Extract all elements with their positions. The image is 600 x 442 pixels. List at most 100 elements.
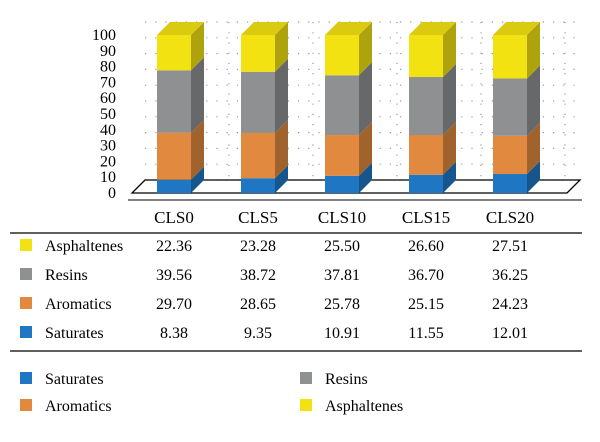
bar-resins-cls0	[157, 57, 204, 133]
bar-saturates-cls5	[241, 165, 288, 193]
bar-front	[409, 135, 443, 175]
bar-front	[241, 178, 275, 193]
legend-swatch-asphaltenes	[300, 399, 312, 411]
bar-front	[241, 132, 275, 179]
bar-top-cls15	[409, 22, 456, 35]
table-cell-asphaltenes-cls20: 27.51	[492, 238, 528, 255]
table-cell-saturates-cls20: 12.01	[492, 325, 528, 342]
bar-resins-cls15	[409, 64, 456, 136]
category-label-cls20: CLS20	[486, 208, 534, 227]
bar-side	[191, 22, 204, 71]
table-cell-aromatics-cls5: 28.65	[240, 296, 276, 313]
legend-swatch-aromatics	[20, 399, 32, 411]
y-tick-label-20: 20	[100, 153, 116, 170]
table-swatch-asphaltenes	[20, 239, 32, 251]
bar-side	[275, 165, 288, 193]
bar-side	[359, 62, 372, 136]
bar-side	[359, 22, 372, 76]
bar-front	[157, 179, 191, 193]
table-cell-asphaltenes-cls0: 22.36	[156, 238, 192, 255]
category-label-cls10: CLS10	[318, 208, 366, 227]
bar-side	[275, 119, 288, 179]
table-cell-saturates-cls5: 9.35	[244, 325, 272, 342]
category-label-cls15: CLS15	[402, 208, 450, 227]
bar-asphaltenes-cls5	[241, 22, 288, 72]
legend-label-saturates: Saturates	[45, 371, 104, 388]
table-row-label-saturates: Saturates	[45, 325, 104, 342]
bar-aromatics-cls0	[157, 119, 204, 180]
y-tick-label-80: 80	[100, 59, 116, 76]
table-cell-resins-cls20: 36.25	[492, 267, 528, 284]
bar-side	[527, 161, 540, 193]
table-cell-asphaltenes-cls5: 23.28	[240, 238, 276, 255]
bar-side	[359, 162, 372, 193]
table-swatch-resins	[20, 268, 32, 280]
bar-saturates-cls0	[157, 166, 204, 193]
bar-side	[191, 166, 204, 193]
table-swatch-aromatics	[20, 297, 32, 309]
bar-top-cls10	[325, 22, 372, 35]
bar-side	[443, 122, 456, 175]
bar-front	[409, 35, 443, 78]
bar-side	[443, 22, 456, 78]
bar-side	[527, 122, 540, 175]
bar-top-cls20	[493, 22, 540, 35]
table-cell-saturates-cls10: 10.91	[324, 325, 360, 342]
bar-side	[527, 22, 540, 79]
bar-side	[527, 65, 540, 136]
bar-resins-cls20	[493, 65, 540, 136]
bar-front	[409, 174, 443, 193]
data-table: CLS0 CLS5 CLS10 CLS15 CLS20 Asphaltenes 22.36 2…	[10, 199, 582, 352]
bar-resins-cls10	[325, 62, 372, 136]
bar-asphaltenes-cls20	[493, 22, 540, 79]
bar-side	[275, 58, 288, 133]
bar-aromatics-cls5	[241, 119, 288, 179]
bar-top-cls5	[241, 22, 288, 35]
bar-front	[325, 35, 359, 76]
bar-aromatics-cls15	[409, 122, 456, 175]
y-tick-label-10: 10	[100, 169, 116, 186]
bar-side	[359, 122, 372, 176]
legend: Saturates Resins Aromatics Asphaltenes	[20, 371, 403, 415]
y-tick-label-60: 60	[100, 90, 116, 107]
legend-label-resins: Resins	[325, 371, 368, 388]
bar-stacks	[157, 22, 540, 193]
table-row-label-resins: Resins	[45, 267, 88, 284]
bar-saturates-cls10	[325, 162, 372, 193]
table-cell-asphaltenes-cls15: 26.60	[408, 238, 444, 255]
y-tick-label-30: 30	[100, 138, 116, 155]
bar-front	[493, 35, 527, 79]
y-tick-label-40: 40	[100, 122, 116, 139]
table-cell-resins-cls15: 36.70	[408, 267, 444, 284]
bar-side	[191, 119, 204, 180]
bar-side	[191, 57, 204, 133]
y-tick-label-50: 50	[100, 106, 116, 123]
bar-front	[241, 35, 275, 72]
y-tick-label-70: 70	[100, 74, 116, 91]
bar-side	[443, 161, 456, 193]
bar-front	[493, 78, 527, 136]
bar-saturates-cls20	[493, 161, 540, 193]
bar-top-cls0	[157, 22, 204, 35]
bar-aromatics-cls20	[493, 122, 540, 175]
bar-resins-cls5	[241, 58, 288, 133]
bar-front	[241, 71, 275, 133]
table-cell-aromatics-cls0: 29.70	[156, 296, 192, 313]
legend-swatch-resins	[300, 372, 312, 384]
bar-aromatics-cls10	[325, 122, 372, 176]
table-cell-resins-cls5: 38.72	[240, 267, 276, 284]
bar-saturates-cls15	[409, 161, 456, 193]
bar-front	[157, 35, 191, 71]
bar-front	[325, 135, 359, 176]
bar-side	[275, 22, 288, 72]
legend-label-asphaltenes: Asphaltenes	[325, 398, 403, 415]
table-cell-resins-cls0: 39.56	[156, 267, 192, 284]
table-row-label-asphaltenes: Asphaltenes	[45, 238, 123, 255]
table-row-label-aromatics: Aromatics	[45, 296, 112, 313]
table-cell-asphaltenes-cls10: 25.50	[324, 238, 360, 255]
table-cell-saturates-cls0: 8.38	[160, 325, 188, 342]
category-label-cls5: CLS5	[238, 208, 278, 227]
table-cell-aromatics-cls20: 24.23	[492, 296, 528, 313]
